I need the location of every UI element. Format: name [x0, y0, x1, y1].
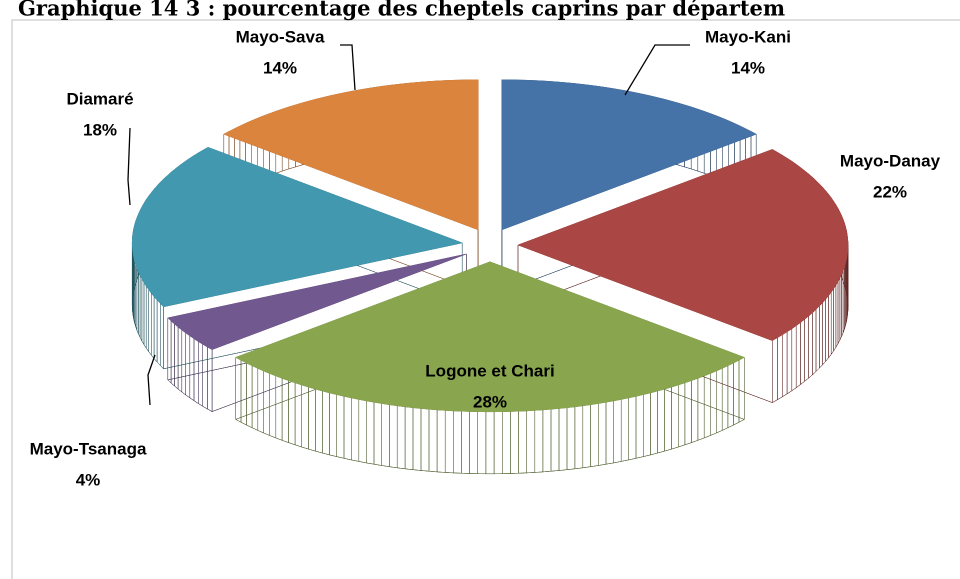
leader-line [127, 127, 131, 206]
value-label: 14% [731, 58, 765, 77]
slice-label: Mayo-Tsanaga [30, 439, 147, 458]
slice [517, 149, 849, 341]
value-label: 18% [83, 120, 117, 139]
slice-label: Mayo-Kani [705, 27, 791, 46]
leader-line [147, 354, 156, 406]
slice [223, 79, 479, 231]
slice [235, 261, 745, 413]
slice-label: Diamaré [66, 89, 133, 108]
slice [167, 253, 467, 350]
pie [131, 79, 849, 475]
slice [131, 147, 464, 308]
slice-label: Mayo-Sava [236, 27, 325, 46]
value-label: 14% [263, 58, 297, 77]
slice-label: Mayo-Danay [840, 151, 941, 170]
chart-title: Graphique 14 3 : pourcentage des cheptel… [18, 0, 785, 21]
labels: Mayo-Kani 14% Mayo-Danay 22% Logone et Chari… [30, 27, 941, 489]
slice-label: Logone et Chari [425, 361, 554, 380]
leader-line [340, 44, 356, 91]
value-label: 22% [873, 182, 907, 201]
leader-line [624, 44, 690, 96]
slice [501, 79, 757, 231]
value-label: 28% [473, 392, 507, 411]
value-label: 4% [76, 470, 101, 489]
